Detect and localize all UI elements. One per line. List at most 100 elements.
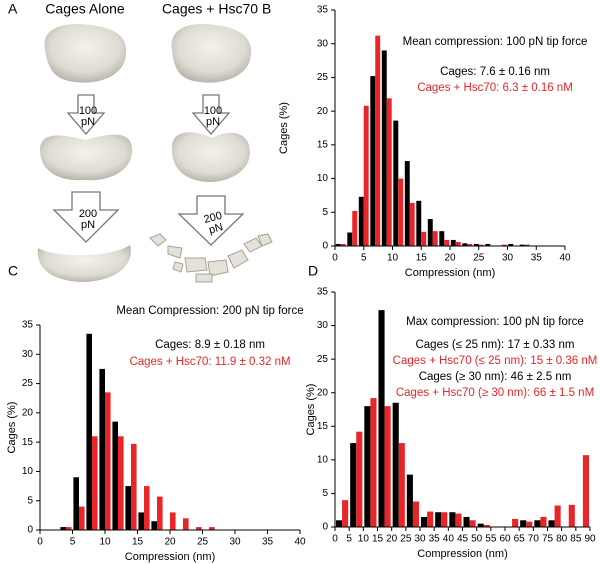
arrow [52,191,120,243]
x-tick-label: 25 [400,534,412,545]
x-tick-label: 80 [556,534,568,545]
arrow [191,94,231,135]
arrow [66,94,106,135]
bar [118,436,124,530]
bar [554,505,561,527]
bar [350,443,357,527]
bar [183,518,189,530]
y-tick-label: 35 [317,5,329,16]
annotation: Cages (≤ 25 nm): 17 ± 0.33 nm [415,339,574,351]
bar [501,244,507,246]
x-axis-label: Compression (nm) [125,551,215,563]
bar [412,501,420,527]
bar [358,196,364,246]
annotation: Mean compression: 100 pN tip force [403,36,588,48]
annotation: Cages: 8.9 ± 0.18 nm [155,339,265,351]
annotation: Cages + Hsc70 (≤ 25 nm): 15 ± 0.36 nM [393,355,598,367]
bar [398,178,404,246]
y-tick-label: 0 [27,525,33,536]
bar [138,512,144,530]
bar [520,520,527,527]
bar [548,520,555,527]
bar [340,243,346,246]
x-tick-label: 35 [429,534,441,545]
y-axis-label: Cages (%) [6,402,18,454]
x-tick-label: 55 [485,534,497,545]
x-tick-label: 15 [132,537,144,548]
bar [444,239,450,246]
bar [469,520,476,527]
x-tick-label: 40 [559,253,571,264]
y-tick-label: 30 [22,349,34,360]
arrow-label: 100 [204,105,222,117]
bar [416,200,422,246]
x-tick-label: 20 [164,537,176,548]
bar [60,527,66,530]
y-tick-label: 10 [22,466,34,477]
bar [144,486,150,530]
bar [125,486,131,530]
bar [370,398,377,527]
y-tick-label: 30 [317,38,329,49]
y-tick-label: 25 [22,378,34,389]
y-tick-label: 5 [27,495,33,506]
panel-letter: A [8,1,18,17]
bar [485,243,491,246]
bar [384,406,391,527]
bar [105,392,111,530]
bar [427,219,433,246]
x-tick-label: 10 [387,253,399,264]
x-tick-label: 45 [457,534,469,545]
y-tick-label: 5 [322,488,328,499]
bar [439,231,445,246]
x-tick-label: 15 [372,534,384,545]
bar [112,421,118,530]
bar [356,431,363,527]
x-axis-label: Compression (nm) [417,548,507,560]
bar [196,527,202,530]
y-tick-label: 35 [317,287,329,298]
column-title: Cages Alone [45,1,125,17]
bar [386,98,392,247]
y-tick-label: 30 [317,320,329,331]
y-tick-label: 25 [317,72,329,83]
bar [375,35,381,246]
cage-image [171,24,252,83]
bar [73,477,79,530]
x-tick-label: 50 [471,534,483,545]
bar [409,202,415,246]
bar [352,210,358,246]
annotation: Cages (≥ 30 nm): 46 ± 2.5 nm [419,371,572,383]
arrow-label: 200 [203,210,224,226]
bar [131,443,137,530]
arrow-label: 200 [79,208,97,220]
x-tick-label: 40 [443,534,455,545]
bar [568,504,575,527]
y-tick-label: 0 [322,522,328,533]
bar [378,310,385,527]
bar [526,521,533,527]
bar [209,527,215,530]
bar [381,50,387,247]
x-tick-label: 40 [294,537,306,548]
bar [392,402,399,527]
bar [435,512,442,527]
panel-letter: C [8,263,18,279]
bar [432,231,438,246]
bar [364,406,371,527]
bar [420,516,428,527]
y-tick-label: 20 [317,106,329,117]
bar [441,512,448,527]
bar [170,512,176,530]
bar [342,500,349,527]
y-tick-label: 15 [22,437,34,448]
x-tick-label: 0 [332,534,338,545]
y-tick-label: 10 [317,454,329,465]
cage-image [44,24,127,83]
bar [483,524,490,527]
bar [427,511,434,527]
annotation: Max compression: 100 pN tip force [406,316,584,328]
annotation: Cages: 7.6 ± 0.16 nm [440,66,550,78]
x-axis-label: Compression (nm) [405,267,495,279]
y-tick-label: 15 [317,139,329,150]
